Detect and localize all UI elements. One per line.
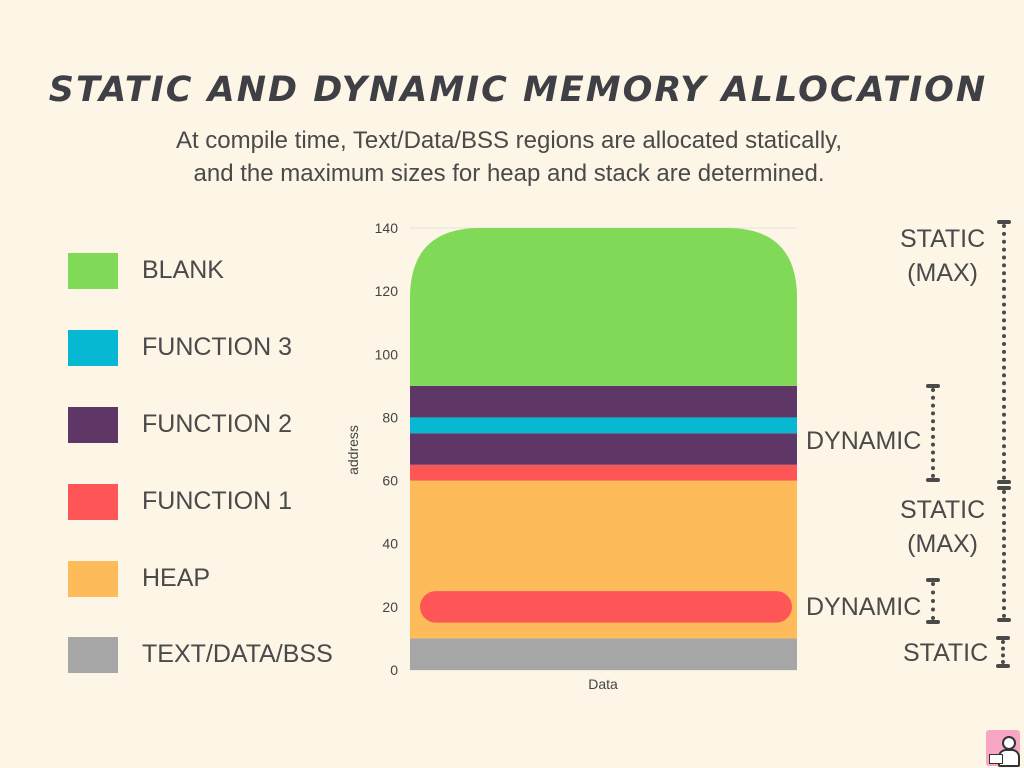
legend-label-text-data-bss: TEXT/DATA/BSS (142, 640, 333, 668)
annotation-dynamic-bottom: DYNAMIC (806, 593, 922, 621)
y-tick-label: 60 (382, 473, 398, 489)
bar-segment-blank-6 (410, 228, 797, 386)
bracket-static-max-top (997, 220, 1011, 484)
bracket-static-max-mid (997, 486, 1011, 622)
bracket-static-bottom (996, 636, 1010, 668)
bar-segment-function-1-2 (410, 464, 797, 481)
y-tick-label: 100 (375, 346, 399, 362)
bar-segment-function-3-4 (410, 417, 797, 434)
bracket-dynamic-bottom (926, 578, 940, 624)
legend-label-function-2: FUNCTION 2 (142, 410, 292, 438)
y-tick-label: 120 (375, 283, 399, 299)
legend-swatch-text-data-bss (68, 637, 118, 673)
legend-label-heap: HEAP (142, 564, 211, 592)
person-at-laptop-logo-icon (986, 730, 1020, 767)
subtitle-line-2: and the maximum sizes for heap and stack… (193, 160, 825, 187)
legend-swatch-heap (68, 561, 118, 597)
legend-swatch-blank (68, 253, 118, 289)
bar-segment-text-data-bss-0 (410, 638, 797, 670)
annotation-static-bottom: STATIC (903, 639, 989, 667)
y-tick-label: 80 (382, 409, 398, 425)
heap-dynamic-allocation (420, 591, 792, 623)
bar-segment-function-2-3 (410, 433, 797, 465)
bar-segment-function-2-5 (410, 385, 797, 418)
subtitle-line-1: At compile time, Text/Data/BSS regions a… (175, 127, 843, 154)
legend-label-blank: BLANK (142, 256, 224, 284)
page-title: STATIC AND DYNAMIC MEMORY ALLOCATION (48, 70, 988, 110)
y-axis-ticks: 0 20 40 60 80 100 120 140 (375, 220, 399, 678)
legend-label-function-3: FUNCTION 3 (142, 333, 292, 361)
legend-label-function-1: FUNCTION 1 (142, 487, 292, 515)
legend-swatch-function-1 (68, 484, 118, 520)
x-axis-label: Data (588, 676, 618, 692)
legend-swatch-function-3 (68, 330, 118, 366)
legend-swatch-function-2 (68, 407, 118, 443)
annotation-static-max-mid: STATIC (MAX) (900, 496, 986, 558)
annotation-dynamic-top: DYNAMIC (806, 427, 922, 455)
stacked-bar (410, 228, 797, 670)
bracket-dynamic-top (926, 384, 940, 482)
y-tick-label: 0 (390, 662, 398, 678)
y-tick-label: 140 (375, 220, 399, 236)
annotation-static-max-top: STATIC (MAX) (900, 225, 986, 287)
y-tick-label: 40 (382, 536, 398, 552)
y-tick-label: 20 (382, 599, 398, 615)
y-axis-label: address (345, 425, 361, 475)
